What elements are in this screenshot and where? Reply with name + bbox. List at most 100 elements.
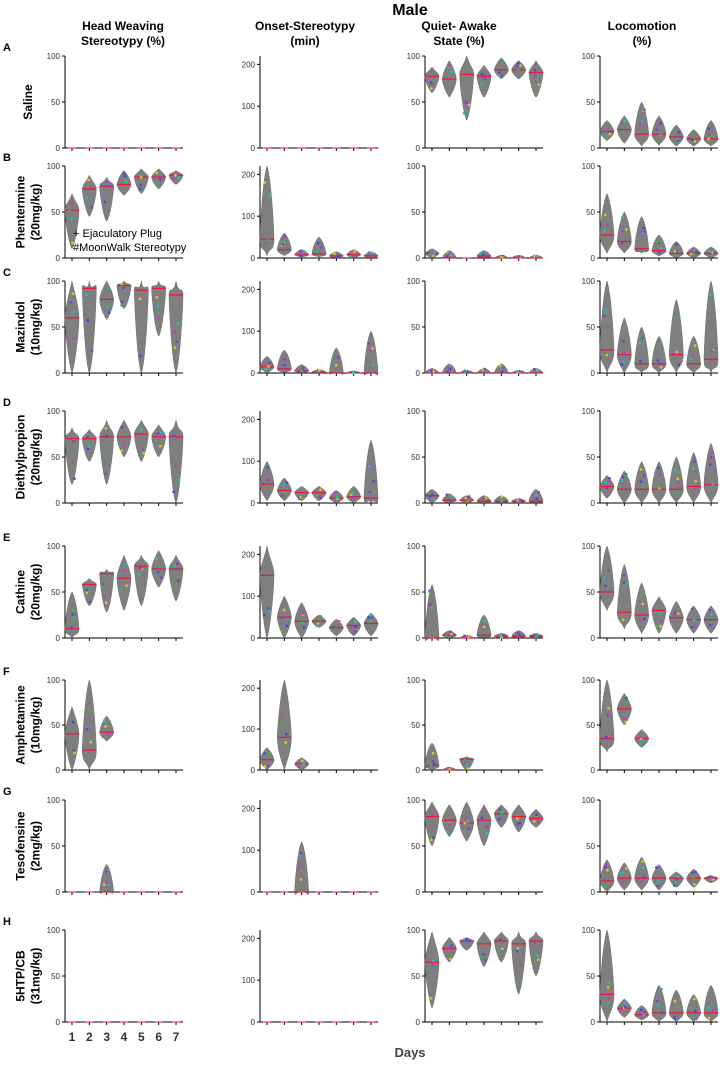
violin-day-1	[259, 460, 275, 502]
data-point	[710, 359, 714, 362]
data-point	[695, 251, 698, 254]
y-tick-label: 50	[51, 842, 60, 851]
data-point	[280, 363, 284, 367]
data-point	[72, 439, 76, 443]
y-tick-label: 0	[251, 1018, 256, 1027]
data-point	[367, 615, 370, 619]
violin-day-1	[64, 426, 80, 486]
data-point	[333, 252, 336, 255]
column-title-4: Locomotion	[608, 19, 677, 33]
data-point	[120, 449, 123, 452]
data-point	[428, 603, 432, 606]
data-point	[501, 366, 505, 369]
data-point	[607, 980, 610, 984]
data-point	[625, 228, 628, 231]
data-point	[677, 314, 681, 318]
data-point	[70, 202, 74, 205]
data-point	[465, 762, 469, 766]
data-point	[620, 216, 624, 219]
data-point	[537, 821, 540, 824]
y-tick-label: 0	[56, 634, 61, 643]
data-point	[428, 590, 431, 594]
data-point	[267, 365, 270, 368]
data-point	[675, 350, 679, 354]
y-tick-label: 100	[582, 796, 596, 805]
y-tick-label: 0	[251, 499, 256, 508]
data-point	[105, 287, 109, 290]
violin-day-3	[634, 101, 649, 147]
y-tick-label: 200	[242, 550, 256, 559]
data-point	[85, 591, 89, 594]
data-point	[155, 296, 159, 299]
data-point	[519, 64, 522, 67]
data-point	[463, 821, 467, 825]
y-tick-label: 100	[47, 796, 61, 805]
panel-letter-C: C	[3, 267, 11, 279]
y-tick-label: 100	[407, 277, 421, 286]
data-point	[266, 238, 269, 241]
y-tick-label: 0	[591, 254, 596, 263]
data-point	[677, 141, 680, 144]
data-point	[463, 761, 467, 764]
data-point	[353, 630, 357, 634]
data-point	[428, 495, 432, 498]
data-point	[603, 314, 606, 318]
data-point	[448, 822, 451, 826]
data-point	[693, 252, 696, 256]
data-point	[155, 171, 158, 175]
data-point	[139, 566, 142, 570]
data-point	[624, 720, 627, 723]
data-point	[86, 436, 89, 439]
data-point	[691, 467, 695, 470]
data-point	[711, 450, 714, 454]
data-point	[638, 736, 642, 739]
data-point	[160, 431, 163, 434]
data-point	[707, 137, 710, 141]
violin-day-3	[99, 280, 114, 321]
violin-day-4	[116, 554, 132, 611]
data-point	[691, 138, 695, 142]
data-point	[692, 997, 696, 1001]
data-point	[640, 336, 644, 340]
data-point	[137, 573, 141, 576]
data-point	[483, 958, 487, 962]
data-point	[694, 625, 697, 629]
violin-day-6	[686, 994, 701, 1023]
data-point	[70, 217, 74, 221]
data-point	[142, 452, 146, 455]
data-point	[485, 825, 488, 829]
data-point	[267, 478, 270, 482]
data-point	[605, 487, 609, 490]
violin-day-4	[651, 596, 667, 634]
data-point	[604, 863, 608, 866]
panel-r2-c1: 0 50 100	[47, 162, 184, 263]
row-label-4: (20mg/kg)	[29, 429, 43, 486]
data-point	[71, 310, 75, 314]
y-tick-label: 100	[407, 52, 421, 61]
data-point	[71, 720, 75, 724]
violin-day-1	[599, 545, 615, 612]
data-point	[467, 827, 470, 830]
data-point	[431, 836, 435, 839]
data-point	[104, 601, 108, 605]
data-point	[672, 613, 676, 617]
data-point	[466, 499, 470, 503]
y-tick-label: 100	[242, 846, 256, 855]
violin-day-6	[511, 804, 526, 833]
data-point	[693, 139, 697, 143]
data-point	[533, 75, 537, 78]
data-point	[694, 870, 698, 874]
legend-item-2: #MoonWalk Stereotypy	[73, 242, 187, 254]
y-tick-label: 100	[242, 976, 256, 985]
y-tick-label: 200	[242, 170, 256, 179]
data-point	[172, 434, 176, 438]
violin-day-1	[599, 859, 615, 893]
y-tick-label: 50	[586, 721, 595, 730]
data-point	[501, 810, 505, 814]
data-point	[103, 719, 106, 722]
data-point	[103, 595, 106, 598]
data-point	[676, 481, 680, 484]
data-point	[642, 226, 645, 230]
data-point	[642, 1013, 646, 1016]
data-point	[139, 347, 143, 351]
